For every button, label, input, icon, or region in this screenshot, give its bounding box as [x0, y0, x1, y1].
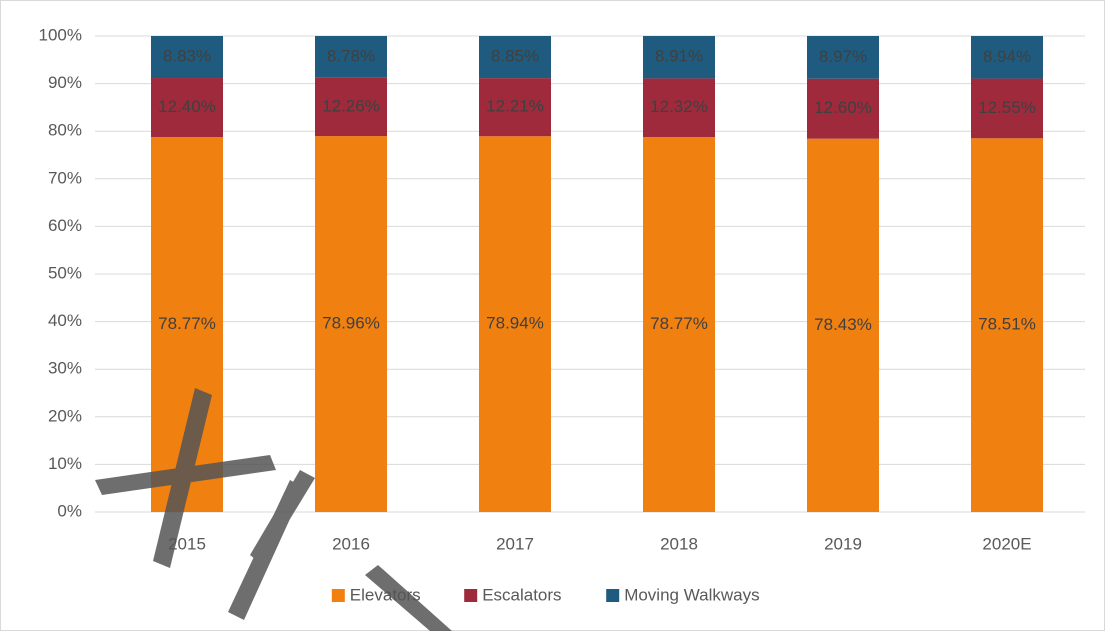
- data-label: 12.21%: [486, 97, 544, 116]
- y-tick-label: 40%: [48, 311, 82, 330]
- data-label: 8.91%: [655, 47, 703, 66]
- bar-segment: [151, 78, 223, 138]
- y-tick-label: 60%: [48, 216, 82, 235]
- bar-segment: [643, 78, 715, 138]
- y-tick-label: 10%: [48, 454, 82, 473]
- data-label: 8.83%: [163, 46, 211, 65]
- data-label: 78.43%: [814, 315, 872, 334]
- bar-segment: [643, 137, 715, 512]
- y-tick-label: 100%: [39, 25, 82, 44]
- x-tick-label: 2019: [824, 534, 862, 553]
- y-tick-label: 90%: [48, 73, 82, 92]
- legend-swatch: [606, 589, 620, 602]
- data-label: 78.51%: [978, 315, 1036, 334]
- bar-segment: [479, 36, 551, 79]
- data-label: 12.40%: [158, 97, 216, 116]
- y-tick-label: 0%: [57, 501, 82, 520]
- bar-segment: [643, 36, 715, 79]
- bar-segment: [479, 136, 551, 512]
- bar-segment: [971, 78, 1043, 139]
- y-tick-label: 20%: [48, 406, 82, 425]
- bar-segment: [315, 36, 387, 78]
- data-label: 8.78%: [327, 46, 375, 65]
- data-label: 78.77%: [158, 314, 216, 333]
- bar-segment: [807, 36, 879, 79]
- data-label: 78.96%: [322, 314, 380, 333]
- data-label: 78.94%: [486, 314, 544, 333]
- y-tick-label: 50%: [48, 263, 82, 282]
- data-label: 8.97%: [819, 47, 867, 66]
- y-tick-label: 70%: [48, 168, 82, 187]
- y-tick-label: 80%: [48, 121, 82, 140]
- legend-label: Moving Walkways: [624, 585, 759, 604]
- data-label: 12.60%: [814, 98, 872, 117]
- watermark-stroke: [365, 565, 452, 631]
- x-tick-label: 2015: [168, 534, 206, 553]
- plot-area: 0% 10% 20% 30% 40% 50% 60% 70% 80% 90% 100% 2015 78.…: [39, 25, 1085, 604]
- data-label: 12.26%: [322, 96, 380, 115]
- watermark: [95, 388, 452, 631]
- legend-swatch: [331, 589, 345, 602]
- bar-segment: [479, 78, 551, 137]
- x-tick-label: 2018: [660, 534, 698, 553]
- data-label: 8.85%: [491, 47, 539, 66]
- legend-swatch: [464, 589, 478, 602]
- bar-segment: [807, 138, 879, 512]
- watermark-stroke: [95, 455, 276, 495]
- bar-segment: [971, 138, 1043, 512]
- bar-segment: [315, 77, 387, 137]
- data-label: 78.77%: [650, 314, 708, 333]
- legend-label: Escalators: [482, 585, 561, 604]
- x-tick-label: 2016: [332, 534, 370, 553]
- bar-segment: [315, 136, 387, 513]
- data-label: 8.94%: [983, 47, 1031, 66]
- bar-segment: [151, 36, 223, 79]
- watermark-stroke: [250, 470, 315, 565]
- y-tick-label: 30%: [48, 359, 82, 378]
- x-tick-label: 2017: [496, 534, 534, 553]
- bar-segment: [807, 78, 879, 139]
- data-label: 12.55%: [978, 98, 1036, 117]
- bar-segment: [971, 36, 1043, 79]
- x-tick-label: 2020E: [982, 534, 1031, 553]
- data-label: 12.32%: [650, 97, 708, 116]
